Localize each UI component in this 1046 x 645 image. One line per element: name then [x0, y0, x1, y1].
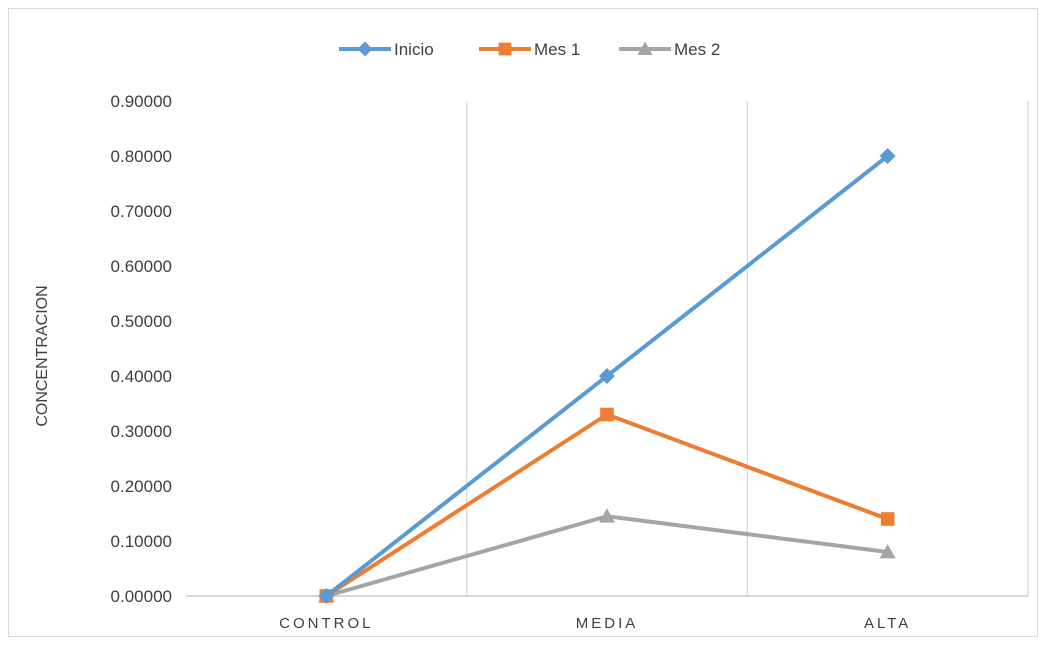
legend-label: Mes 2	[674, 40, 720, 59]
line-chart: 0.00000 0.10000 0.20000 0.30000 0.40000 0.500…	[34, 40, 1029, 632]
y-tick-label: 0.20000	[111, 477, 172, 496]
chart-frame: 0.00000 0.10000 0.20000 0.30000 0.40000 0.500…	[8, 8, 1038, 637]
series-layer	[318, 148, 896, 604]
marker-square	[600, 407, 614, 422]
marker-diamond	[318, 588, 335, 604]
legend: Inicio Mes 1 Mes 2	[339, 40, 720, 59]
y-tick-label: 0.10000	[111, 532, 172, 551]
legend-label: Mes 1	[534, 40, 580, 59]
y-tick-label: 0.00000	[111, 587, 172, 606]
marker-triangle	[879, 544, 896, 559]
marker-square	[498, 42, 512, 56]
y-tick-label: 0.70000	[111, 202, 172, 221]
legend-label: Inicio	[394, 40, 434, 59]
marker-diamond	[599, 368, 615, 384]
y-tick-label: 0.40000	[111, 367, 172, 386]
axis-layer: 0.00000 0.10000 0.20000 0.30000 0.40000 0.500…	[111, 92, 1028, 632]
marker-diamond	[879, 148, 896, 164]
x-tick-label: MEDIA	[576, 615, 639, 632]
x-tick-label: ALTA	[864, 615, 911, 632]
y-tick-label: 0.30000	[111, 422, 172, 441]
marker-triangle	[599, 508, 615, 523]
marker-diamond	[357, 41, 373, 57]
y-tick-label: 0.60000	[111, 257, 172, 276]
marker-triangle	[637, 41, 653, 55]
y-tick-label: 0.80000	[111, 147, 172, 166]
y-axis-title: CONCENTRACION	[34, 285, 51, 426]
y-tick-label: 0.50000	[111, 312, 172, 331]
series-line	[324, 412, 890, 598]
x-tick-label: CONTROL	[279, 615, 373, 632]
marker-square	[880, 512, 895, 526]
y-tick-label: 0.90000	[111, 92, 172, 111]
grid-layer	[466, 101, 1029, 596]
